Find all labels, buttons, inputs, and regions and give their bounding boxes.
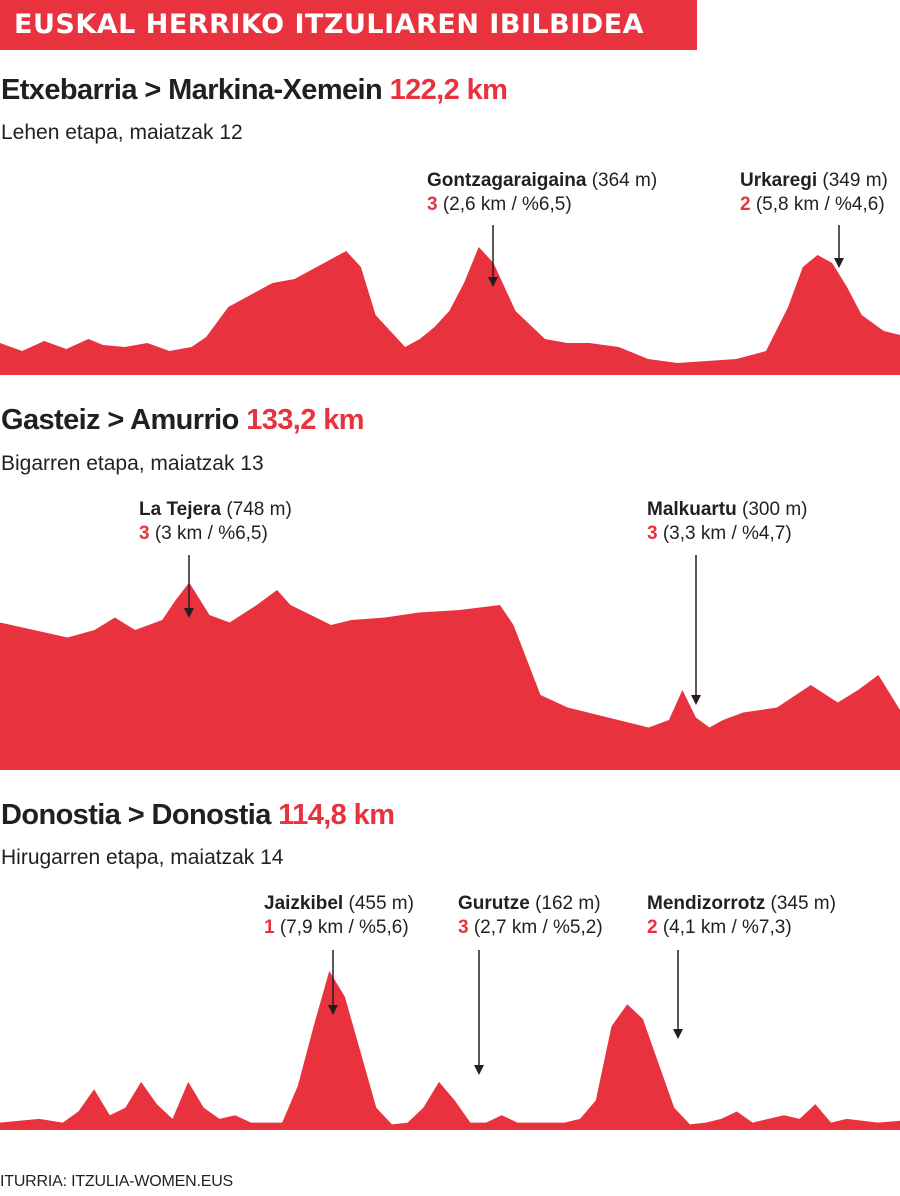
climb-label-malkuartu: Malkuartu (300 m) 3 (3,3 km / %4,7) — [647, 498, 808, 546]
arrow-head-icon — [691, 695, 701, 705]
climb-height: (455 m) — [348, 893, 414, 914]
climb-label-gurutze: Gurutze (162 m) 3 (2,7 km / %5,2) — [458, 892, 603, 940]
climb-height: (349 m) — [822, 170, 888, 191]
stage-1-elevation-profile — [0, 225, 900, 375]
climb-height: (345 m) — [770, 893, 836, 914]
source-credit: ITURRIA: ITZULIA-WOMEN.EUS — [0, 1173, 234, 1190]
stage-3-subtitle: Hirugarren etapa, maiatzak 14 — [1, 846, 284, 869]
stage-3-distance: 114,8 km — [278, 799, 395, 831]
climb-category: 3 — [647, 523, 658, 544]
climb-height: (748 m) — [226, 499, 292, 520]
climb-details: (2,7 km / %5,2) — [473, 917, 603, 938]
climb-category: 3 — [458, 917, 469, 938]
climb-details: (4,1 km / %7,3) — [662, 917, 792, 938]
stage-2-route: Gasteiz > Amurrio — [1, 404, 239, 436]
climb-details: (3,3 km / %4,7) — [662, 523, 792, 544]
stage-2-subtitle: Bigarren etapa, maiatzak 13 — [1, 452, 264, 475]
stage-2-title: Gasteiz > Amurrio 133,2 km — [1, 404, 365, 437]
stage-2-distance: 133,2 km — [246, 404, 364, 436]
arrow-head-icon — [184, 608, 194, 618]
climb-details: (5,8 km / %4,6) — [755, 194, 885, 215]
stage-2-elevation-profile — [0, 555, 900, 770]
climb-arrows — [184, 555, 701, 705]
climb-category: 1 — [264, 917, 275, 938]
arrow-head-icon — [673, 1029, 683, 1039]
stage-1-route: Etxebarria > Markina-Xemein — [1, 74, 383, 106]
arrow-head-icon — [488, 277, 498, 287]
climb-name: Mendizorrotz — [647, 893, 766, 914]
stage-1-title: Etxebarria > Markina-Xemein 122,2 km — [1, 74, 508, 107]
elevation-area — [0, 582, 900, 770]
climb-category: 2 — [740, 194, 751, 215]
climb-category: 2 — [647, 917, 658, 938]
arrow-head-icon — [834, 258, 844, 268]
arrow-head-icon — [474, 1065, 484, 1075]
climb-label-la-tejera: La Tejera (748 m) 3 (3 km / %6,5) — [139, 498, 292, 546]
climb-name: La Tejera — [139, 499, 222, 520]
stage-3-title: Donostia > Donostia 114,8 km — [1, 799, 395, 832]
climb-label-gontzagaraigaina: Gontzagaraigaina (364 m) 3 (2,6 km / %6,… — [427, 169, 657, 217]
climb-category: 3 — [427, 194, 438, 215]
elevation-area — [0, 970, 900, 1130]
climb-name: Malkuartu — [647, 499, 737, 520]
climb-label-jaizkibel: Jaizkibel (455 m) 1 (7,9 km / %5,6) — [264, 892, 414, 940]
climb-label-mendizorrotz: Mendizorrotz (345 m) 2 (4,1 km / %7,3) — [647, 892, 836, 940]
climb-height: (364 m) — [591, 170, 658, 191]
climb-name: Gurutze — [458, 893, 530, 914]
climb-details: (2,6 km / %6,5) — [442, 194, 572, 215]
climb-name: Urkaregi — [740, 170, 818, 191]
climb-name: Jaizkibel — [264, 893, 344, 914]
main-title-banner: EUSKAL HERRIKO ITZULIAREN IBILBIDEA — [0, 0, 697, 50]
climb-height: (162 m) — [535, 893, 601, 914]
climb-details: (7,9 km / %5,6) — [279, 917, 409, 938]
stage-1-subtitle: Lehen etapa, maiatzak 12 — [1, 121, 243, 144]
climb-category: 3 — [139, 523, 150, 544]
climb-arrows — [488, 225, 844, 287]
stage-3-route: Donostia > Donostia — [1, 799, 271, 831]
climb-label-urkaregi: Urkaregi (349 m) 2 (5,8 km / %4,6) — [740, 169, 888, 217]
climb-arrows — [328, 950, 683, 1075]
elevation-area — [0, 247, 900, 375]
arrow-head-icon — [328, 1005, 338, 1015]
stage-1-distance: 122,2 km — [389, 74, 508, 106]
climb-details: (3 km / %6,5) — [154, 523, 268, 544]
climb-name: Gontzagaraigaina — [427, 170, 587, 191]
stage-3-elevation-profile — [0, 950, 900, 1130]
climb-height: (300 m) — [742, 499, 808, 520]
